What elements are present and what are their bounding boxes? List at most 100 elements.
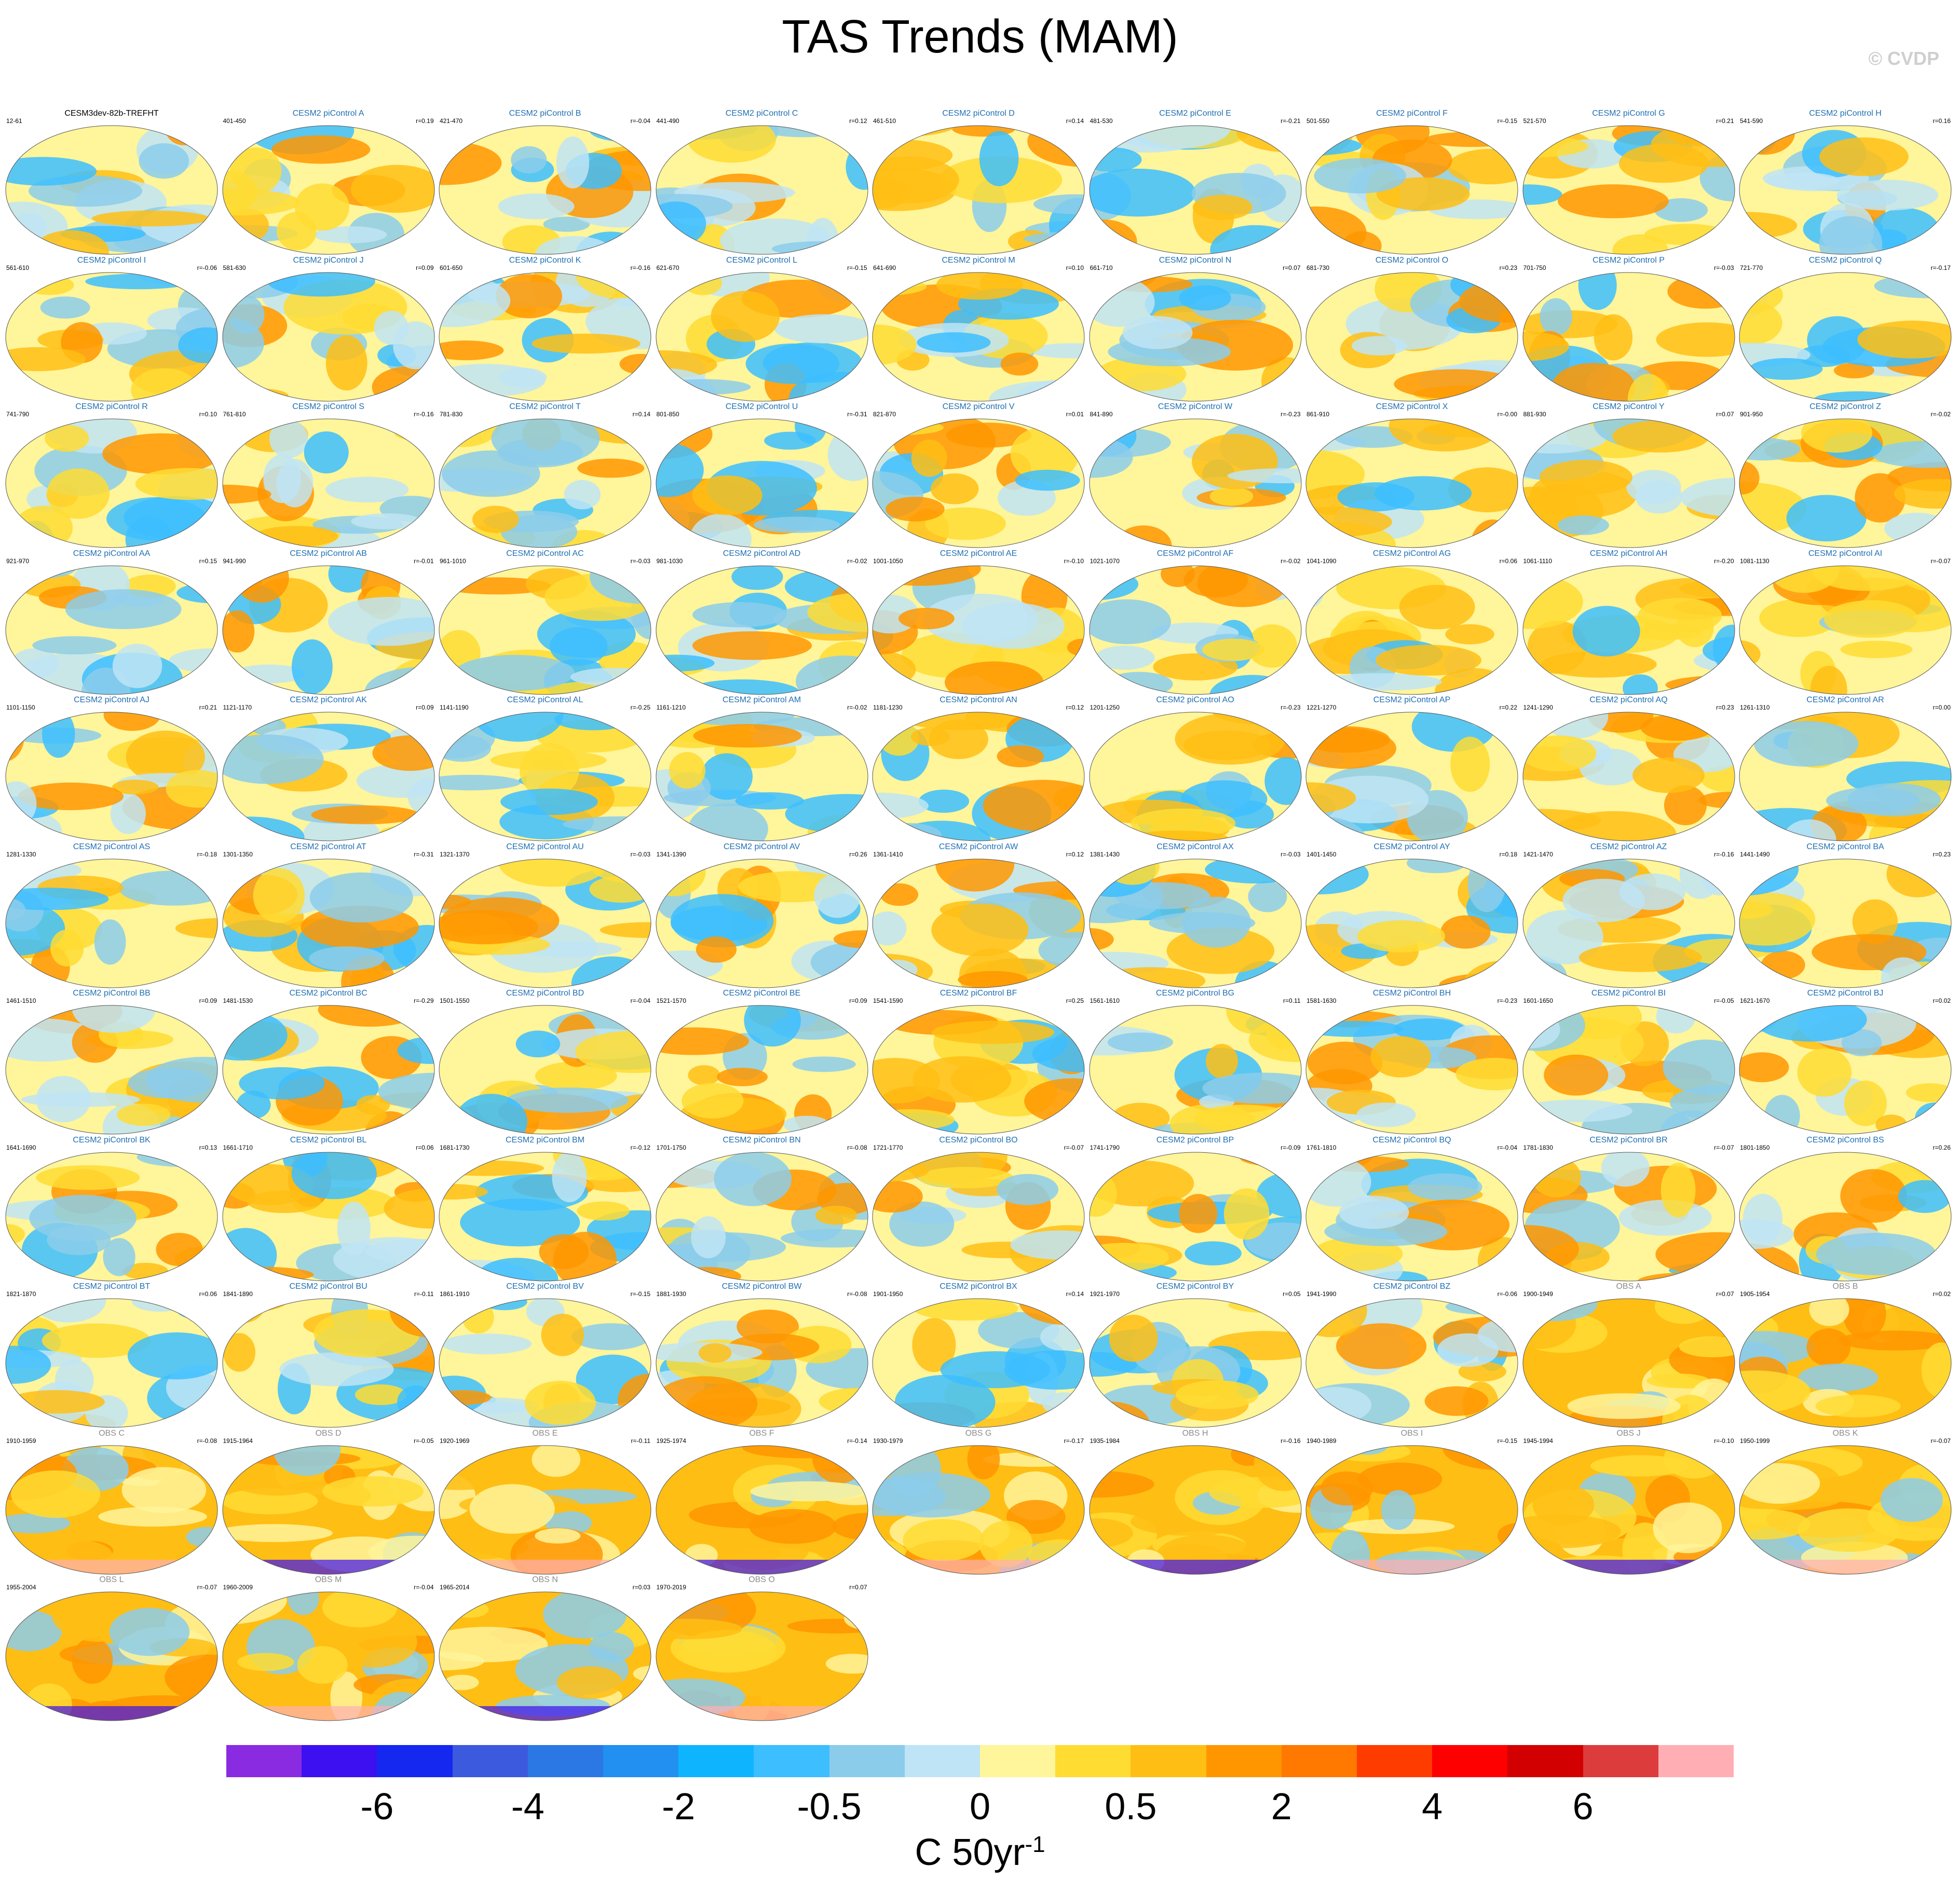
panel-correlation: r=0.10	[199, 411, 217, 418]
trend-region	[18, 782, 124, 810]
trend-region	[556, 136, 590, 189]
trend-region	[807, 592, 868, 632]
trend-region	[222, 189, 300, 216]
trend-region	[1761, 950, 1805, 979]
trend-region	[1872, 441, 1951, 468]
globe-outline	[1522, 1152, 1735, 1281]
trend-region	[750, 1481, 867, 1501]
units-exponent: -1	[1025, 1832, 1045, 1857]
globe-outline	[1089, 859, 1301, 988]
panel-title: CESM2 piControl AA	[73, 549, 151, 558]
trend-region	[1399, 584, 1475, 629]
map-panel: 1950-1999 OBS K r=-0.07	[1738, 1429, 1953, 1576]
trend-region	[498, 193, 575, 220]
trend-region	[1314, 158, 1406, 194]
map-globe	[1522, 1445, 1735, 1574]
panel-years: 1960-2009	[223, 1584, 253, 1591]
trend-region	[45, 425, 89, 452]
trend-region	[1798, 1364, 1879, 1392]
map-globe	[5, 859, 218, 988]
panel-years: 1925-1974	[656, 1437, 686, 1445]
panel-correlation: r=0.00	[1932, 704, 1951, 711]
map-panel: 1361-1410 CESM2 piControl AW r=0.12	[871, 842, 1086, 990]
panel-years: 681-730	[1306, 264, 1330, 271]
trend-region	[880, 883, 918, 906]
globe-outline	[5, 712, 218, 841]
panel-correlation: r=-0.05	[1714, 997, 1734, 1004]
trend-region	[1209, 487, 1253, 506]
globe-outline	[439, 1005, 651, 1135]
trend-region	[1652, 1502, 1722, 1553]
trend-region	[931, 903, 1029, 956]
map-globe	[872, 1152, 1085, 1281]
trend-region	[1749, 358, 1823, 380]
trend-region	[792, 1056, 856, 1072]
trend-region	[564, 480, 601, 510]
trend-region	[223, 1333, 255, 1372]
trend-region	[1786, 495, 1867, 542]
panel-correlation: r=0.02	[1932, 1290, 1951, 1298]
trend-region	[918, 789, 970, 813]
trend-region	[1445, 624, 1494, 644]
trend-region	[1015, 470, 1080, 491]
panel-years: 741-790	[6, 411, 30, 418]
trend-region	[1357, 1462, 1442, 1496]
map-panel: 721-770 CESM2 piControl Q r=-0.17	[1738, 256, 1953, 403]
colorbar-tick-label: -4	[511, 1786, 545, 1828]
map-globe	[1089, 1445, 1301, 1574]
panel-years: 1261-1310	[1740, 704, 1770, 711]
panel-title: CESM2 piControl AE	[940, 549, 1017, 558]
map-panel: 401-450 CESM2 piControl A r=0.19	[221, 109, 436, 256]
globe-outline	[656, 418, 868, 548]
globe-outline	[872, 565, 1085, 694]
panel-correlation: r=-0.03	[1714, 264, 1734, 271]
panel-title: CESM2 piControl BV	[506, 1282, 584, 1291]
trend-region	[889, 1201, 955, 1247]
map-globe	[5, 1298, 218, 1428]
globe-outline	[1305, 1005, 1518, 1135]
trend-region	[1739, 1052, 1789, 1082]
trend-region	[1033, 194, 1084, 214]
panel-title: CESM2 piControl O	[1375, 255, 1449, 265]
trend-region	[1836, 180, 1939, 211]
map-panel: 1925-1974 OBS F r=-0.14	[655, 1429, 869, 1576]
map-panel: 1761-1810 CESM2 piControl BQ r=-0.04	[1304, 1136, 1519, 1283]
trend-region	[571, 1323, 650, 1351]
panel-years: 1021-1070	[1090, 557, 1120, 565]
panel-correlation: r=0.09	[199, 997, 217, 1004]
trend-region	[979, 1520, 1033, 1568]
globe-outline	[5, 1445, 218, 1574]
map-globe	[1305, 418, 1518, 548]
chart-title: TAS Trends (MAM)	[782, 11, 1178, 63]
globe-outline	[1305, 712, 1518, 841]
trend-region	[1010, 1230, 1084, 1260]
trend-region	[1590, 1455, 1689, 1477]
trend-region	[1089, 168, 1195, 217]
trend-region	[117, 1103, 171, 1126]
panel-correlation: r=-0.15	[847, 264, 867, 271]
panel-title: CESM2 piControl BP	[1156, 1135, 1234, 1144]
trend-region	[237, 1653, 294, 1671]
trend-region	[1567, 1393, 1681, 1419]
panel-years: 861-910	[1306, 411, 1330, 418]
trend-region	[922, 593, 1039, 645]
trend-region	[139, 143, 189, 179]
trend-region	[1766, 172, 1840, 189]
trend-region	[1527, 620, 1587, 674]
globe-outline	[656, 125, 868, 255]
trend-region	[1127, 830, 1228, 841]
trend-region	[692, 631, 812, 660]
globe-outline	[1089, 565, 1301, 694]
panel-title: CESM2 piControl J	[293, 255, 364, 265]
map-globe	[439, 565, 651, 694]
globe-outline	[222, 565, 434, 694]
trend-region	[439, 340, 504, 360]
trend-region	[1594, 314, 1632, 360]
map-globe	[872, 272, 1085, 401]
globe-outline	[656, 859, 868, 988]
map-globe	[1305, 1298, 1518, 1428]
panel-title: CESM2 piControl Y	[1592, 402, 1665, 411]
map-panel: 1441-1490 CESM2 piControl BA r=0.23	[1738, 842, 1953, 990]
globe-outline	[5, 1152, 218, 1281]
trend-region	[1612, 420, 1709, 453]
